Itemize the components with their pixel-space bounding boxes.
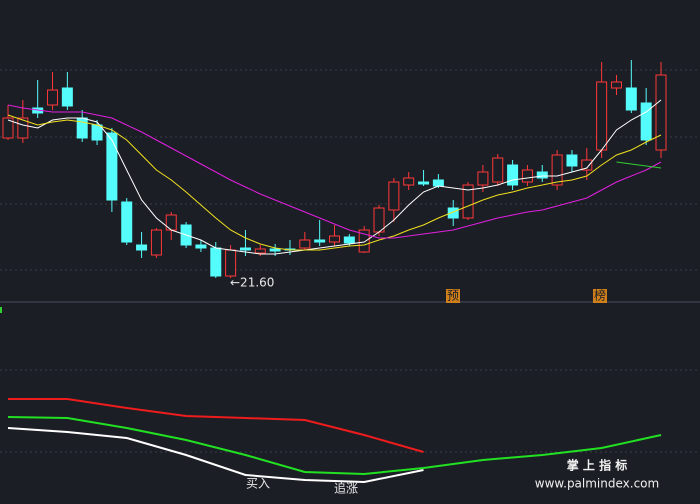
annotation: 预 bbox=[447, 289, 459, 303]
candle-body bbox=[150, 229, 162, 256]
candle-body bbox=[329, 235, 340, 243]
candle-body bbox=[655, 74, 667, 151]
candle-body bbox=[610, 81, 622, 89]
candle-body bbox=[17, 117, 29, 139]
candle-body bbox=[343, 236, 355, 244]
candle-body bbox=[418, 181, 430, 185]
line bbox=[616, 161, 662, 169]
candle-body bbox=[76, 117, 88, 139]
candle-body bbox=[239, 247, 251, 251]
line bbox=[7, 427, 424, 484]
candle-body bbox=[210, 247, 222, 277]
candle-body bbox=[91, 124, 103, 141]
tag-box bbox=[593, 289, 607, 303]
candle-body bbox=[596, 81, 608, 151]
candle-body bbox=[388, 181, 400, 211]
candle-body bbox=[195, 244, 207, 249]
candle-body bbox=[507, 164, 519, 186]
candle-body bbox=[269, 248, 281, 252]
annotation: 追涨 bbox=[334, 481, 358, 496]
watermark: www.palmindex.com bbox=[535, 477, 659, 491]
candle-body bbox=[225, 249, 237, 277]
candle-body bbox=[403, 177, 415, 186]
candle-body bbox=[47, 89, 59, 106]
panel-marker bbox=[0, 307, 2, 313]
candle-body bbox=[640, 102, 652, 141]
candle-body bbox=[521, 169, 533, 183]
line bbox=[7, 416, 662, 476]
candle-body bbox=[625, 87, 637, 111]
candle-body bbox=[358, 229, 370, 253]
candle-body bbox=[136, 244, 148, 251]
candle-body bbox=[106, 132, 118, 201]
candle-body bbox=[566, 154, 578, 167]
candle-body bbox=[299, 239, 311, 249]
line bbox=[8, 398, 424, 453]
candle-body bbox=[2, 117, 14, 139]
candle-body bbox=[254, 248, 266, 254]
annotation: 榜 bbox=[594, 288, 606, 303]
candle-body bbox=[121, 201, 133, 243]
watermark: 掌 上 指 标 bbox=[567, 458, 628, 473]
candle-body bbox=[432, 179, 444, 187]
candle-body bbox=[61, 87, 73, 107]
line bbox=[7, 99, 662, 255]
candle-body bbox=[536, 171, 548, 179]
line bbox=[7, 114, 662, 251]
candle-body bbox=[477, 171, 489, 186]
candle-body bbox=[551, 154, 563, 186]
line bbox=[7, 104, 662, 239]
annotation: 买入 bbox=[246, 477, 270, 491]
candle-body bbox=[462, 184, 474, 219]
candle-body bbox=[447, 207, 459, 219]
annotation: ←21.60 bbox=[230, 276, 274, 290]
candle-body bbox=[492, 157, 504, 183]
candle-body bbox=[373, 207, 385, 233]
candle-body bbox=[314, 239, 326, 243]
candle-body bbox=[581, 159, 593, 171]
tag-box bbox=[446, 289, 460, 303]
